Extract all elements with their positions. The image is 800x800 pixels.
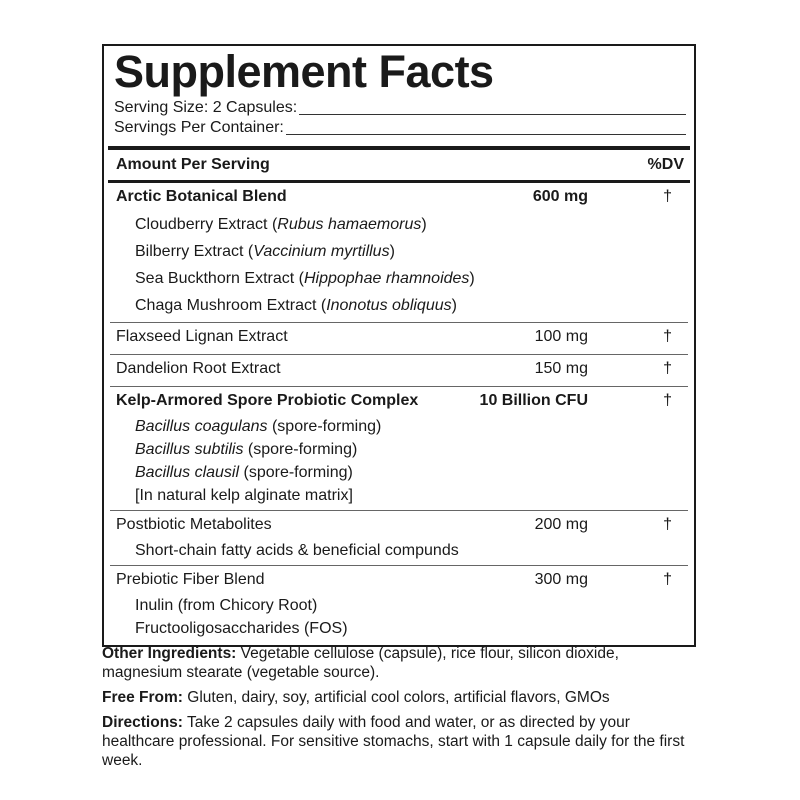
ingredient-row: Flaxseed Lignan Extract 100 mg † <box>110 323 688 355</box>
sub-ingredient-suffix: (spore-forming) <box>239 464 353 481</box>
ingredient-table: Arctic Botanical Blend 600 mg † Cloudber… <box>108 183 690 643</box>
ingredient-main-line: Flaxseed Lignan Extract 100 mg † <box>110 323 688 351</box>
sub-ingredient-text: Inulin (from Chicory Root) <box>135 597 318 614</box>
directions-label: Directions: <box>102 714 183 731</box>
free-from-text: Gluten, dairy, soy, artificial cool colo… <box>182 689 610 706</box>
sub-ingredient: Bacillus subtilis (spore-forming) <box>110 438 688 461</box>
dv-dagger: † <box>663 360 672 377</box>
sub-ingredient: Fructooligosaccharides (FOS) <box>110 617 688 640</box>
ingredient-name: Postbiotic Metabolites <box>116 516 272 533</box>
sub-ingredient-suffix: ) <box>451 297 457 314</box>
ingredient-amount: 600 mg <box>532 188 588 205</box>
sub-ingredient-latin: Bacillus coagulans <box>135 418 268 435</box>
other-ingredients-text: Vegetable cellulose (capsule), rice flou… <box>102 645 619 681</box>
sub-ingredient: Bacillus clausil (spore-forming) <box>110 461 688 484</box>
dv-dagger: † <box>663 328 672 345</box>
sub-ingredient-latin: Bacillus clausil <box>135 464 240 481</box>
ingredient-name: Kelp-Armored Spore Probiotic Complex <box>116 392 419 409</box>
sub-ingredient-latin: Inonotus obliquus <box>326 297 452 314</box>
sub-ingredient-suffix: ) <box>389 243 395 260</box>
supplement-facts-panel: Supplement Facts Serving Size: 2 Capsule… <box>102 44 696 647</box>
free-from: Free From: Gluten, dairy, soy, artificia… <box>102 688 702 707</box>
dv-dagger: † <box>663 571 672 588</box>
sub-ingredient: Sea Buckthorn Extract (Hippophae rhamnoi… <box>110 265 688 292</box>
servings-per-container: Servings Per Container: <box>114 119 284 136</box>
sub-ingredient-suffix: ) <box>469 270 475 287</box>
ingredient-name: Arctic Botanical Blend <box>116 188 287 205</box>
sub-ingredient: Short-chain fatty acids & beneficial com… <box>110 539 688 562</box>
sub-ingredient: Bacillus coagulans (spore-forming) <box>110 415 688 438</box>
header-divider <box>108 180 690 183</box>
other-ingredients: Other Ingredients: Vegetable cellulose (… <box>102 644 702 682</box>
sub-ingredient-text: Sea Buckthorn Extract ( <box>135 270 304 287</box>
sub-ingredient-text: Short-chain fatty acids & beneficial com… <box>135 542 459 559</box>
directions-text: Take 2 capsules daily with food and wate… <box>102 714 685 769</box>
sub-ingredient-latin: Vaccinium myrtillus <box>253 243 390 260</box>
dv-header: %DV <box>647 156 684 173</box>
sub-ingredient-suffix: ) <box>421 216 427 233</box>
sub-ingredient-latin: Hippophae rhamnoides <box>303 270 470 287</box>
ingredient-main-line: Arctic Botanical Blend 600 mg † <box>110 183 688 211</box>
ingredient-main-line: Dandelion Root Extract 150 mg † <box>110 355 688 383</box>
ingredient-amount: 10 Billion CFU <box>479 392 588 409</box>
sub-ingredient-text: Bilberry Extract ( <box>135 243 254 260</box>
ingredient-amount: 300 mg <box>534 571 588 588</box>
sub-ingredient-latin: Bacillus subtilis <box>135 441 244 458</box>
label-footer: Other Ingredients: Vegetable cellulose (… <box>102 644 702 776</box>
thick-divider <box>108 146 690 150</box>
dv-dagger: † <box>663 516 672 533</box>
sub-ingredient: Bilberry Extract (Vaccinium myrtillus) <box>110 238 688 265</box>
sub-ingredient-latin: Rubus hamaemorus <box>277 216 422 233</box>
ingredient-name: Prebiotic Fiber Blend <box>116 571 265 588</box>
ingredient-name: Dandelion Root Extract <box>116 360 281 377</box>
ingredient-amount: 150 mg <box>534 360 588 377</box>
servings-per-container-line: Servings Per Container: <box>108 118 690 138</box>
ingredient-main-line: Kelp-Armored Spore Probiotic Complex 10 … <box>110 387 688 415</box>
dv-dagger: † <box>663 392 672 409</box>
ingredient-name: Flaxseed Lignan Extract <box>116 328 288 345</box>
ingredient-row: Kelp-Armored Spore Probiotic Complex 10 … <box>110 387 688 511</box>
amount-per-serving-header: Amount Per Serving <box>116 156 270 173</box>
free-from-label: Free From: <box>102 689 183 706</box>
sub-ingredient-text: Cloudberry Extract ( <box>135 216 278 233</box>
ingredient-row: Postbiotic Metabolites 200 mg † Short-ch… <box>110 511 688 566</box>
ingredient-amount: 100 mg <box>534 328 588 345</box>
sub-ingredient: Cloudberry Extract (Rubus hamaemorus) <box>110 211 688 238</box>
ingredient-row: Arctic Botanical Blend 600 mg † Cloudber… <box>110 183 688 323</box>
directions: Directions: Take 2 capsules daily with f… <box>102 713 702 770</box>
ingredient-main-line: Prebiotic Fiber Blend 300 mg † <box>110 566 688 594</box>
sub-ingredient-suffix: (spore-forming) <box>243 441 358 458</box>
servings-blank <box>285 134 686 135</box>
ingredient-row: Prebiotic Fiber Blend 300 mg † Inulin (f… <box>110 566 688 643</box>
dv-dagger: † <box>663 188 672 205</box>
ingredient-amount: 200 mg <box>534 516 588 533</box>
ingredient-row: Dandelion Root Extract 150 mg † <box>110 355 688 387</box>
sub-ingredient: Chaga Mushroom Extract (Inonotus obliquu… <box>110 292 688 319</box>
sub-ingredient-text: [In natural kelp alginate matrix] <box>135 487 353 504</box>
sub-ingredient-text: Chaga Mushroom Extract ( <box>135 297 327 314</box>
serving-size-blank <box>299 114 686 115</box>
panel-title: Supplement Facts <box>114 46 494 97</box>
sub-ingredient: [In natural kelp alginate matrix] <box>110 484 688 507</box>
table-header: Amount Per Serving %DV <box>108 150 690 180</box>
other-ingredients-label: Other Ingredients: <box>102 645 237 662</box>
ingredient-main-line: Postbiotic Metabolites 200 mg † <box>110 511 688 539</box>
sub-ingredient-suffix: (spore-forming) <box>267 418 382 435</box>
serving-size: Serving Size: 2 Capsules: <box>114 99 298 116</box>
sub-ingredient-text: Fructooligosaccharides (FOS) <box>135 620 348 637</box>
sub-ingredient: Inulin (from Chicory Root) <box>110 594 688 617</box>
serving-size-line: Serving Size: 2 Capsules: <box>108 98 690 118</box>
